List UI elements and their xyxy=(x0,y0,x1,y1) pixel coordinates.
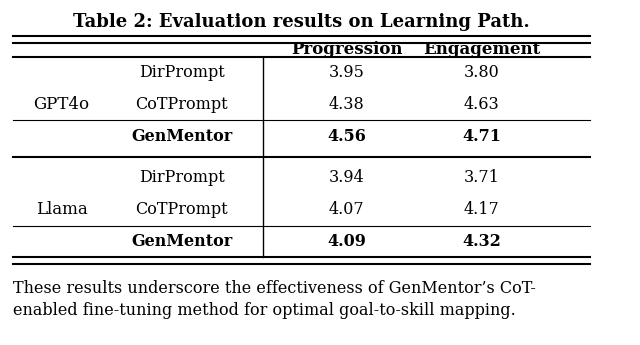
Text: 4.09: 4.09 xyxy=(327,233,366,250)
Text: GenMentor: GenMentor xyxy=(131,233,232,250)
Text: 3.80: 3.80 xyxy=(464,64,500,81)
Text: GPT4o: GPT4o xyxy=(33,96,90,113)
Text: Engagement: Engagement xyxy=(423,41,540,59)
Text: 4.17: 4.17 xyxy=(464,201,500,218)
Text: DirPrompt: DirPrompt xyxy=(139,169,225,186)
Text: 4.56: 4.56 xyxy=(327,128,366,145)
Text: GenMentor: GenMentor xyxy=(131,128,232,145)
Text: 3.71: 3.71 xyxy=(464,169,500,186)
Text: Progression: Progression xyxy=(291,41,403,59)
Text: 3.94: 3.94 xyxy=(329,169,365,186)
Text: 3.95: 3.95 xyxy=(329,64,365,81)
Text: 4.38: 4.38 xyxy=(329,96,365,113)
Text: 4.71: 4.71 xyxy=(462,128,501,145)
Text: Llama: Llama xyxy=(36,201,87,218)
Text: Table 2: Evaluation results on Learning Path.: Table 2: Evaluation results on Learning … xyxy=(73,13,530,31)
Text: 4.63: 4.63 xyxy=(464,96,500,113)
Text: CoTPrompt: CoTPrompt xyxy=(135,96,228,113)
Text: 4.07: 4.07 xyxy=(329,201,364,218)
Text: These results underscore the effectiveness of GenMentor’s CoT-
enabled fine-tuni: These results underscore the effectivene… xyxy=(13,279,536,319)
Text: CoTPrompt: CoTPrompt xyxy=(135,201,228,218)
Text: DirPrompt: DirPrompt xyxy=(139,64,225,81)
Text: 4.32: 4.32 xyxy=(462,233,501,250)
